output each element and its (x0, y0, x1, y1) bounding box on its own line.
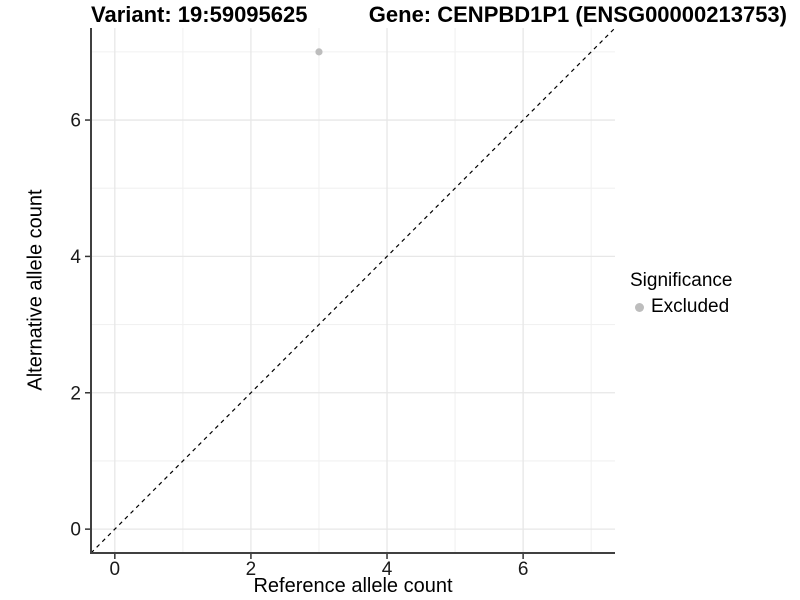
x-tick-label: 2 (246, 559, 257, 580)
legend-title: Significance (630, 270, 733, 291)
major-gridlines (91, 28, 615, 553)
data-points (315, 48, 323, 56)
minor-gridlines (91, 28, 615, 553)
variant-title: Variant: 19:59095625 (91, 2, 308, 27)
x-axis-ticks: 0 2 4 6 (110, 554, 529, 580)
legend: Significance Excluded (630, 270, 732, 318)
excluded-point-icon (635, 302, 644, 312)
y-axis-title: Alternative allele count (24, 189, 47, 391)
x-tick-label: 0 (110, 559, 121, 580)
data-point (315, 48, 323, 56)
x-tick-label: 6 (518, 559, 529, 580)
y-tick-label: 4 (70, 247, 81, 268)
x-axis-title: Reference allele count (253, 575, 453, 597)
legend-item-excluded: Excluded (630, 296, 732, 318)
identity-line (90, 27, 616, 554)
x-tick-label: 4 (382, 559, 393, 580)
y-tick-label: 2 (70, 383, 81, 404)
y-axis-ticks: 0 2 4 6 (70, 111, 90, 541)
y-tick-label: 6 (70, 111, 81, 132)
legend-item-label: Excluded (651, 296, 730, 317)
y-tick-label: 0 (70, 520, 81, 541)
axis-lines (90, 28, 615, 554)
gene-title: Gene: CENPBD1P1 (ENSG00000213753) (368, 2, 787, 27)
